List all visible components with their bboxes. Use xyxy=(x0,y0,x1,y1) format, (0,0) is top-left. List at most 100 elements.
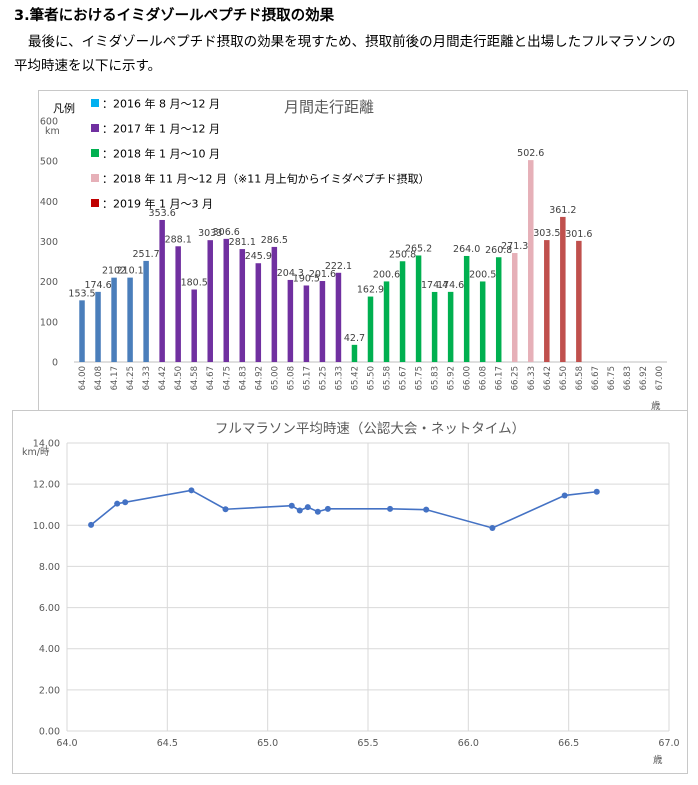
legend-entry: ：2016 年 8 月～12 月 xyxy=(102,97,220,111)
data-label: 245.9 xyxy=(245,251,272,262)
y-tick-label: 10.00 xyxy=(33,521,60,532)
bar xyxy=(431,291,438,362)
chart-title: フルマラソン平均時速（公認大会・ネットタイム） xyxy=(215,421,525,437)
data-label: 42.7 xyxy=(344,333,365,344)
legend-swatch xyxy=(91,199,99,207)
speed-point xyxy=(593,488,600,495)
x-tick-label: 65.75 xyxy=(415,366,425,390)
data-label: 502.6 xyxy=(517,148,544,159)
x-tick-label: 65.5 xyxy=(357,738,378,749)
speed-point xyxy=(423,506,430,513)
x-tick-label: 64.58 xyxy=(190,366,200,390)
y-tick-label: 200 xyxy=(40,277,58,288)
bar xyxy=(143,260,149,362)
y-tick-label: 14.00 xyxy=(33,439,60,450)
x-tick-label: 65.0 xyxy=(257,738,278,749)
x-tick-label: 64.17 xyxy=(110,366,120,390)
bar xyxy=(399,261,406,362)
x-tick-label: 64.42 xyxy=(158,366,168,390)
data-label: 180.5 xyxy=(181,277,208,288)
data-label: 174.4 xyxy=(421,280,448,291)
bar xyxy=(319,281,326,362)
marathon-speed-chart: フルマラソン平均時速（公認大会・ネットタイム） km/時 0.00 2.00 4.00 6… xyxy=(12,410,688,774)
data-label: 2102 xyxy=(102,266,126,277)
bar xyxy=(479,281,486,362)
x-tick-label: 65.17 xyxy=(302,366,312,390)
x-tick-label: 64.00 xyxy=(78,366,88,390)
y-tick-label: 8.00 xyxy=(39,562,60,573)
legend-swatch xyxy=(91,124,99,132)
bar xyxy=(287,279,294,362)
section-heading: 3.筆者におけるイミダゾールペプチド摂取の効果 xyxy=(14,8,335,24)
bar xyxy=(223,238,230,362)
x-tick-label: 65.83 xyxy=(431,366,441,390)
x-tick-label: 66.75 xyxy=(607,366,617,390)
y-unit-label: km/時 xyxy=(22,447,50,458)
speed-point xyxy=(296,507,303,514)
speed-point xyxy=(387,505,394,512)
chart-title: 月間走行距離 xyxy=(284,98,374,116)
bar xyxy=(383,281,390,362)
x-tick-label: 66.25 xyxy=(511,366,521,390)
x-tick-label: 64.33 xyxy=(142,366,152,390)
x-tick-label: 65.67 xyxy=(399,366,409,390)
bar xyxy=(271,246,278,362)
y-tick-label: 300 xyxy=(40,237,58,248)
bar xyxy=(463,255,470,362)
data-label: 200.5 xyxy=(469,269,496,280)
bar xyxy=(303,285,310,362)
y-tick-label: 0.00 xyxy=(39,727,60,738)
bar xyxy=(127,277,133,362)
bar xyxy=(528,160,534,362)
speed-point xyxy=(188,487,195,494)
x-tick-label: 65.33 xyxy=(334,366,344,390)
speed-point xyxy=(304,504,311,511)
x-tick-label: 66.42 xyxy=(543,366,553,390)
data-label: 264.0 xyxy=(453,244,480,255)
x-tick-label: 65.50 xyxy=(367,366,377,390)
speed-point xyxy=(324,505,331,512)
x-tick-label: 64.92 xyxy=(254,366,264,390)
x-tick-label: 64.67 xyxy=(206,366,216,390)
data-label: 271.3 xyxy=(501,241,528,252)
legend-entry: ：2019 年 1 月～3 月 xyxy=(102,197,213,211)
data-label: 210.1 xyxy=(116,266,143,277)
speed-point xyxy=(88,521,95,528)
legend-title: 凡例 xyxy=(53,101,75,115)
bar xyxy=(239,249,246,362)
x-tick-label: 66.58 xyxy=(575,366,585,390)
data-label: 153.5 xyxy=(68,288,95,299)
bar xyxy=(447,291,454,362)
y-tick-label: 2.00 xyxy=(39,685,60,696)
data-label: 250.8 xyxy=(389,249,416,260)
x-tick-label: 65.25 xyxy=(318,366,328,390)
x-tick-label: 66.92 xyxy=(639,366,649,390)
x-tick-label: 66.5 xyxy=(558,738,579,749)
data-label: 265.2 xyxy=(405,243,432,254)
x-tick-label: 66.08 xyxy=(479,366,489,390)
data-label: 190.5 xyxy=(293,273,320,284)
bar xyxy=(560,216,566,362)
bar xyxy=(191,289,197,362)
data-label: 260.8 xyxy=(485,245,512,256)
data-label: 174.6 xyxy=(437,280,464,291)
paragraph-text: 最後に、イミダゾールペプチド摂取の効果を現すため、摂取前後の月間走行距離と出場し… xyxy=(14,34,676,74)
legend-entry: ：2017 年 1 月～12 月 xyxy=(102,122,220,136)
data-label: 286.5 xyxy=(261,235,288,246)
data-label: 222.1 xyxy=(325,261,352,272)
bar xyxy=(415,255,422,362)
data-label: 162.9 xyxy=(357,285,384,296)
data-label: 303.5 xyxy=(533,228,560,239)
x-tick-label: 65.00 xyxy=(270,366,280,390)
bar xyxy=(367,296,374,362)
data-label: 353.6 xyxy=(149,208,176,219)
y-unit-label: km xyxy=(45,126,60,137)
x-tick-label: 65.58 xyxy=(383,366,393,390)
x-tick-label: 64.25 xyxy=(126,366,136,390)
legend-swatch xyxy=(91,149,99,157)
x-tick-label: 64.08 xyxy=(94,366,104,390)
y-tick-label: 500 xyxy=(40,157,58,168)
x-tick-label: 66.67 xyxy=(591,366,601,390)
x-tick-label: 66.50 xyxy=(559,366,569,390)
data-label: 200.6 xyxy=(373,269,400,280)
